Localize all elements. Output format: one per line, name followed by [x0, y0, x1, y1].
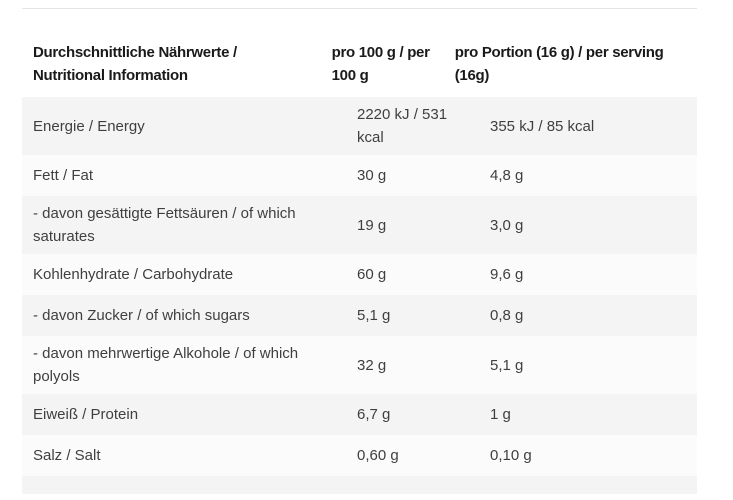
- value-per-serving: 1 g: [490, 406, 511, 423]
- table-row: Salz / Salt 0,60 g 0,10 g: [22, 435, 697, 476]
- column-header-per-100g: pro 100 g / per 100 g: [331, 44, 430, 84]
- table-row: - davon mehrwertige Alkohole / of which …: [22, 336, 697, 394]
- partial-row-cutoff: [22, 476, 697, 494]
- nutrient-label: Kohlenhydrate / Carbohydrate: [33, 266, 234, 283]
- nutrient-label: - davon gesättigte Fettsäuren / of which…: [33, 205, 296, 245]
- value-per-serving: 3,0 g: [490, 216, 524, 234]
- table-body: Energie / Energy 2220 kJ / 531 kcal 355 …: [22, 97, 697, 476]
- value-per-100g: 32 g: [357, 356, 387, 374]
- table-row: - davon Zucker / of which sugars 5,1 g 0…: [22, 295, 697, 336]
- table-row: Kohlenhydrate / Carbohydrate 60 g 9,6 g: [22, 254, 697, 295]
- value-per-100g: 2220 kJ / 531 kcal: [357, 106, 448, 146]
- value-per-100g: 60 g: [357, 266, 387, 283]
- column-header-nutrient: Durchschnittliche Nährwerte / Nutritiona…: [33, 44, 237, 84]
- nutrient-label: - davon Zucker / of which sugars: [33, 307, 250, 324]
- table-row: Energie / Energy 2220 kJ / 531 kcal 355 …: [22, 97, 697, 155]
- value-per-serving: 0,8 g: [490, 307, 524, 324]
- value-per-100g: 6,7 g: [357, 406, 391, 423]
- value-per-serving: 5,1 g: [490, 356, 524, 374]
- nutrition-table-card: Durchschnittliche Nährwerte / Nutritiona…: [22, 8, 697, 494]
- table-header-row: Durchschnittliche Nährwerte / Nutritiona…: [22, 9, 697, 97]
- table-row: Fett / Fat 30 g 4,8 g: [22, 155, 697, 196]
- column-header-per-serving: pro Portion (16 g) / per serving (16g): [454, 44, 664, 84]
- value-per-100g: 19 g: [357, 216, 387, 234]
- nutrient-label: Salz / Salt: [33, 447, 101, 464]
- nutrient-label: Fett / Fat: [33, 167, 94, 184]
- value-per-serving: 9,6 g: [490, 266, 524, 283]
- value-per-serving: 0,10 g: [490, 447, 532, 464]
- value-per-100g: 0,60 g: [357, 447, 399, 464]
- value-per-serving: 355 kJ / 85 kcal: [490, 117, 595, 135]
- value-per-100g: 5,1 g: [357, 307, 391, 324]
- value-per-serving: 4,8 g: [490, 167, 524, 184]
- nutrient-label: Eiweiß / Protein: [33, 406, 139, 423]
- nutrient-label: Energie / Energy: [33, 117, 145, 135]
- table-row: - davon gesättigte Fettsäuren / of which…: [22, 196, 697, 254]
- nutrient-label: - davon mehrwertige Alkohole / of which …: [33, 345, 299, 385]
- value-per-100g: 30 g: [357, 167, 387, 184]
- table-row: Eiweiß / Protein 6,7 g 1 g: [22, 394, 697, 435]
